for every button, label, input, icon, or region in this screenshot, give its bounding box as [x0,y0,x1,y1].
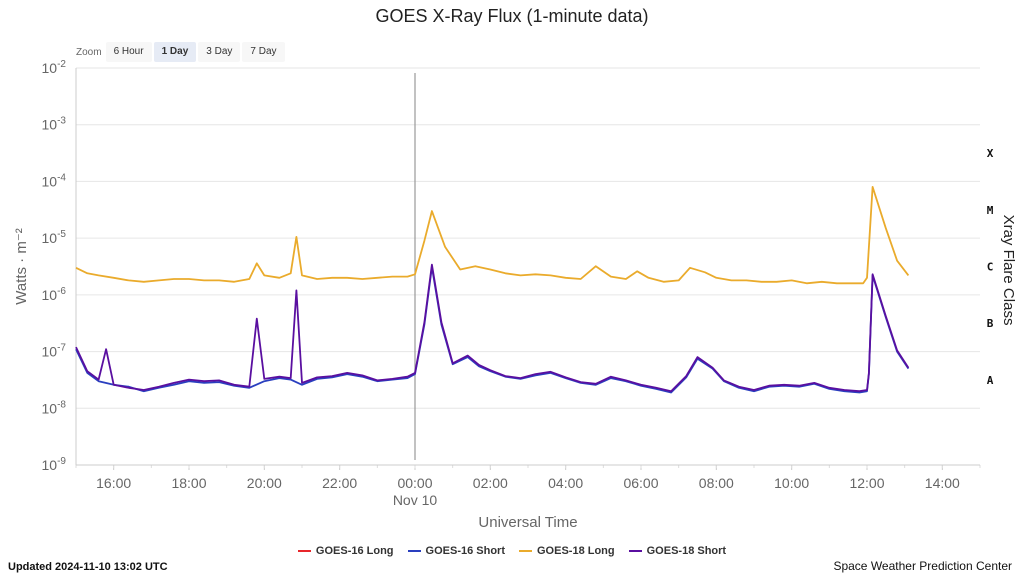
flare-class-label: X [987,147,994,160]
flare-class-label: A [987,374,994,387]
y-tick-label: 10-6 [42,286,67,303]
x-axis-title: Universal Time [478,514,577,531]
flare-class-label: M [987,204,994,217]
zoom-1-day-button[interactable]: 1 Day [153,42,197,62]
y-axis-right-title: Xray Flare Class [1000,215,1017,326]
updated-timestamp: Updated 2024-11-10 13:02 UTC [8,561,168,573]
legend-swatch-goes18-short [628,550,642,552]
x-tick-label: 06:00 [623,475,658,491]
x-tick-label: 12:00 [849,475,884,491]
zoom-3-day-button[interactable]: 3 Day [198,42,241,62]
x-tick-label: 02:00 [473,475,508,491]
legend-goes18-long[interactable]: GOES-18 Long [519,545,615,557]
legend-label: GOES-16 Long [315,545,394,557]
y-tick-label: 10-7 [42,343,67,360]
series-line-goes-18-short [75,263,910,393]
y-tick-label: 10-4 [42,172,67,189]
legend-swatch-goes18-long [519,550,532,552]
y-tick-label: 10-9 [42,456,67,473]
series-line-goes-16-short [75,266,910,394]
legend-label: GOES-16 Short [425,545,505,557]
y-tick-label: 10-8 [42,399,67,416]
series-line-goes-18-long [75,186,910,285]
y-tick-label: 10-3 [42,116,67,133]
chart-title: GOES X-Ray Flux (1-minute data) [375,6,649,26]
chart-legend: GOES-16 Long GOES-16 Short GOES-18 Long … [0,545,1024,557]
zoom-7-day-button[interactable]: 7 Day [242,42,285,62]
x-tick-label: 08:00 [699,475,734,491]
x-tick-label: 04:00 [548,475,583,491]
x-tick-label: 20:00 [247,475,282,491]
zoom-6-hour-button[interactable]: 6 Hour [105,42,152,62]
legend-goes16-long[interactable]: GOES-16 Long [297,545,394,557]
legend-label: GOES-18 Short [646,545,727,557]
y-tick-label: 10-5 [42,229,67,246]
legend-label: GOES-18 Long [537,545,615,557]
zoom-label: Zoom [76,46,102,58]
x-tick-label: 14:00 [925,475,960,491]
x-tick-label: 10:00 [774,475,809,491]
y-tick-label: 10-2 [42,59,67,76]
x-tick-label: 18:00 [171,475,206,491]
legend-swatch-goes16-long [297,550,311,552]
x-tick-label: 00:00 [397,475,432,491]
x-tick-label: 16:00 [96,475,131,491]
credit-text: Space Weather Prediction Center [833,559,1012,573]
flare-class-label: C [987,261,994,274]
zoom-bar: Zoom 6 Hour 1 Day 3 Day 7 Day [76,42,287,62]
flare-class-label: B [987,317,994,330]
legend-swatch-goes16-short [407,550,421,552]
x-tick-sublabel: Nov 10 [393,492,438,508]
legend-goes16-short[interactable]: GOES-16 Short [407,545,505,557]
legend-goes18-short[interactable]: GOES-18 Short [628,545,727,557]
y-axis-title: Watts · m⁻² [13,228,30,305]
x-tick-label: 22:00 [322,475,357,491]
